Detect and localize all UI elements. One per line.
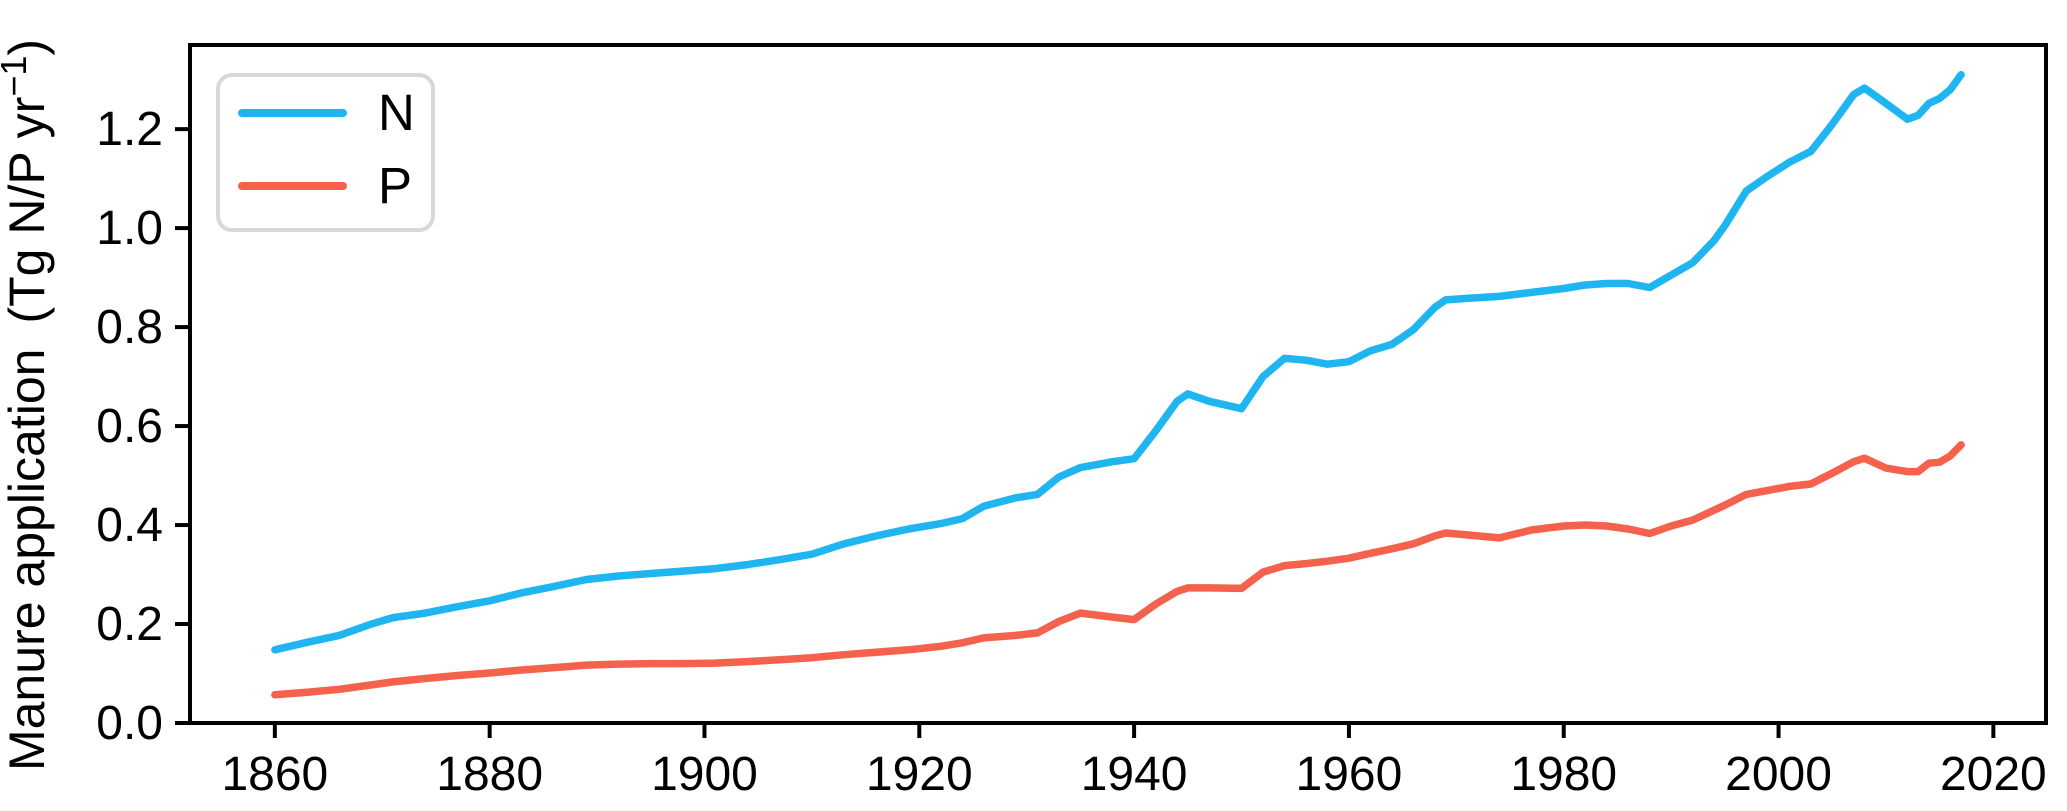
y-tick-label: 0.2	[96, 598, 163, 651]
legend: NP	[216, 73, 435, 232]
y-axis-label-superscript: −1	[0, 56, 34, 97]
legend-label-P: P	[378, 157, 412, 214]
series-lines	[271, 70, 1965, 699]
x-tick-label: 2020	[1940, 748, 2047, 801]
x-tick-label: 1940	[1081, 748, 1188, 801]
y-tick-label: 1.2	[96, 103, 163, 156]
x-tick-label: 1860	[221, 748, 328, 801]
y-tick-label: 1.0	[96, 202, 163, 255]
series-line-P	[271, 441, 1965, 699]
y-tick-label: 0.4	[96, 499, 163, 552]
x-tick-label: 1880	[436, 748, 543, 801]
legend-label-N: N	[378, 84, 415, 141]
y-tick-label: 0.8	[96, 301, 163, 354]
y-axis-label-close: )	[0, 39, 55, 56]
y-axis: 0.0 0.2 0.4 0.6 0.8 1.0 1.2	[96, 103, 190, 750]
x-axis: 1860 1880 1900 1920 1940 1960 1980 2000 2020	[221, 723, 2047, 801]
x-tick-label: 2000	[1725, 748, 1832, 801]
y-tick-label: 0.6	[96, 400, 163, 453]
x-tick-label: 1980	[1510, 748, 1617, 801]
y-tick-label: 0.0	[96, 697, 163, 750]
plot-border	[188, 43, 2048, 725]
x-tick-label: 1960	[1296, 748, 1403, 801]
y-axis-label: Manure application (Tg N/P yr−1)	[0, 39, 55, 771]
x-tick-label: 1920	[866, 748, 973, 801]
series-line-N	[271, 70, 1965, 654]
x-tick-label: 1900	[651, 748, 758, 801]
y-axis-label-main: Manure application (Tg N/P yr	[0, 97, 55, 771]
